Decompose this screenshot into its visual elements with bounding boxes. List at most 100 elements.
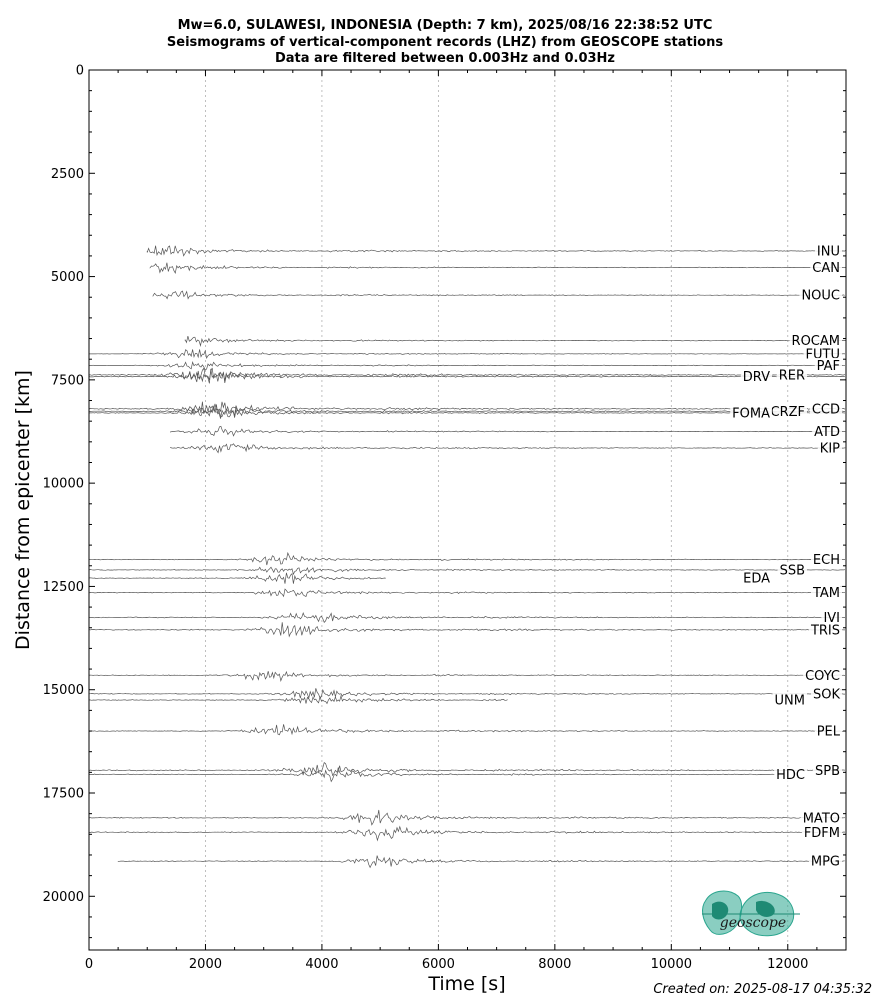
station-label-bg — [777, 562, 807, 578]
station-label-foma: FOMA — [732, 406, 770, 421]
station-label-can: CAN — [812, 261, 840, 276]
x-tick-label: 4000 — [305, 957, 338, 972]
station-label-bg — [740, 369, 772, 385]
station-label-sok: SOK — [813, 687, 840, 702]
station-label-layer: INUCANNOUCROCAMFUTUPAFRERDRVCCDCRZFFOMAA… — [730, 243, 842, 870]
station-label-bg — [814, 357, 842, 373]
y-tick-label: 0 — [76, 64, 84, 79]
title-line-3: Data are filtered between 0.003Hz and 0.… — [274, 51, 616, 66]
station-label-bg — [810, 686, 842, 702]
trace-tam — [88, 588, 845, 598]
title-line-1: Mw=6.0, SULAWESI, INDONESIA (Depth: 7 km… — [177, 18, 713, 33]
x-tick-label: 0 — [85, 957, 93, 972]
geoscope-logo: geoscope — [702, 890, 800, 937]
station-label-bg — [814, 723, 842, 739]
y-tick-label: 15000 — [43, 683, 84, 698]
trace-atd — [170, 425, 846, 437]
trace-fdfm — [88, 825, 846, 842]
station-label-bg — [803, 667, 842, 683]
station-label-tam: TAM — [812, 586, 840, 601]
station-label-bg — [812, 762, 842, 778]
trace-sok — [88, 688, 845, 700]
station-label-bg — [808, 622, 842, 638]
station-label-kip: KIP — [820, 442, 840, 457]
trace-ivi — [89, 611, 846, 624]
x-tick-label: 6000 — [422, 957, 455, 972]
station-label-bg — [810, 259, 842, 275]
y-tick-label: 10000 — [43, 477, 84, 492]
grid-layer — [205, 70, 789, 950]
trace-ech — [88, 551, 845, 566]
station-label-rocam: ROCAM — [792, 334, 840, 349]
y-tick-label: 12500 — [43, 580, 84, 595]
station-label-hdc: HDC — [776, 768, 805, 783]
trace-layer — [88, 245, 847, 869]
y-tick-label: 20000 — [43, 890, 84, 905]
station-label-bg — [800, 810, 842, 826]
trace-coyc — [88, 670, 846, 683]
logo-text: geoscope — [720, 915, 786, 931]
station-label-paf: PAF — [817, 359, 840, 374]
trace-spb — [88, 762, 846, 777]
station-label-bg — [772, 692, 807, 708]
trace-rer — [88, 367, 846, 383]
x-tick-label: 2000 — [189, 957, 222, 972]
y-tick-label: 5000 — [51, 270, 84, 285]
station-label-bg — [799, 287, 842, 303]
station-label-pel: PEL — [817, 725, 841, 740]
station-label-bg — [814, 243, 842, 259]
x-tick-label: 12000 — [767, 957, 808, 972]
x-tick-label: 10000 — [651, 957, 692, 972]
station-label-bg — [774, 766, 807, 782]
station-label-nouc: NOUC — [801, 289, 840, 304]
station-label-bg — [809, 401, 842, 417]
station-label-bg — [821, 609, 842, 625]
station-label-mato: MATO — [803, 811, 840, 826]
title-line-2: Seismograms of vertical-component record… — [166, 35, 724, 50]
tick-layer: 0 2000 4000 6000 8000 10000 12000 0 2500 5000 7500… — [43, 64, 846, 972]
station-label-bg — [808, 853, 842, 869]
station-label-bg — [801, 824, 842, 840]
trace-paf — [89, 360, 845, 371]
station-label-inu: INU — [817, 244, 840, 259]
station-label-spb: SPB — [815, 764, 840, 779]
trace-foma — [88, 405, 846, 419]
station-label-bg — [741, 570, 772, 586]
trace-mpg — [117, 855, 845, 869]
station-label-atd: ATD — [814, 425, 840, 440]
station-label-eda: EDA — [743, 572, 770, 587]
station-label-coyc: COYC — [805, 669, 840, 684]
trace-pel — [88, 724, 846, 736]
trace-mato — [88, 809, 846, 826]
y-tick-label: 17500 — [43, 787, 84, 802]
trace-unm — [88, 694, 508, 705]
station-label-bg — [768, 403, 807, 419]
station-label-ech: ECH — [813, 553, 840, 568]
station-label-ivi: IVI — [823, 611, 840, 626]
x-tick-label: 8000 — [538, 957, 571, 972]
station-label-mpg: MPG — [811, 855, 840, 870]
station-label-drv: DRV — [743, 370, 770, 385]
trace-inu — [146, 245, 846, 257]
trace-nouc — [152, 290, 845, 300]
y-axis-label: Distance from epicenter [km] — [12, 370, 34, 650]
x-axis-label: Time [s] — [427, 973, 505, 995]
station-label-fdfm: FDFM — [804, 826, 840, 841]
station-label-bg — [817, 440, 842, 456]
station-label-bg — [810, 585, 842, 601]
trace-can — [149, 262, 847, 274]
station-label-bg — [776, 367, 807, 383]
trace-tris — [88, 622, 845, 638]
trace-futu — [88, 349, 846, 359]
station-label-bg — [812, 424, 842, 440]
trace-rocam — [184, 336, 846, 347]
station-label-crzf: CRZF — [771, 405, 806, 420]
created-timestamp: Created on: 2025-08-17 04:35:32 — [653, 982, 872, 997]
station-label-rer: RER — [779, 368, 805, 383]
station-label-bg — [810, 552, 842, 568]
trace-ssb — [88, 566, 846, 576]
station-label-bg — [730, 405, 772, 421]
y-tick-label: 2500 — [51, 167, 84, 182]
logo-continent — [712, 900, 775, 920]
